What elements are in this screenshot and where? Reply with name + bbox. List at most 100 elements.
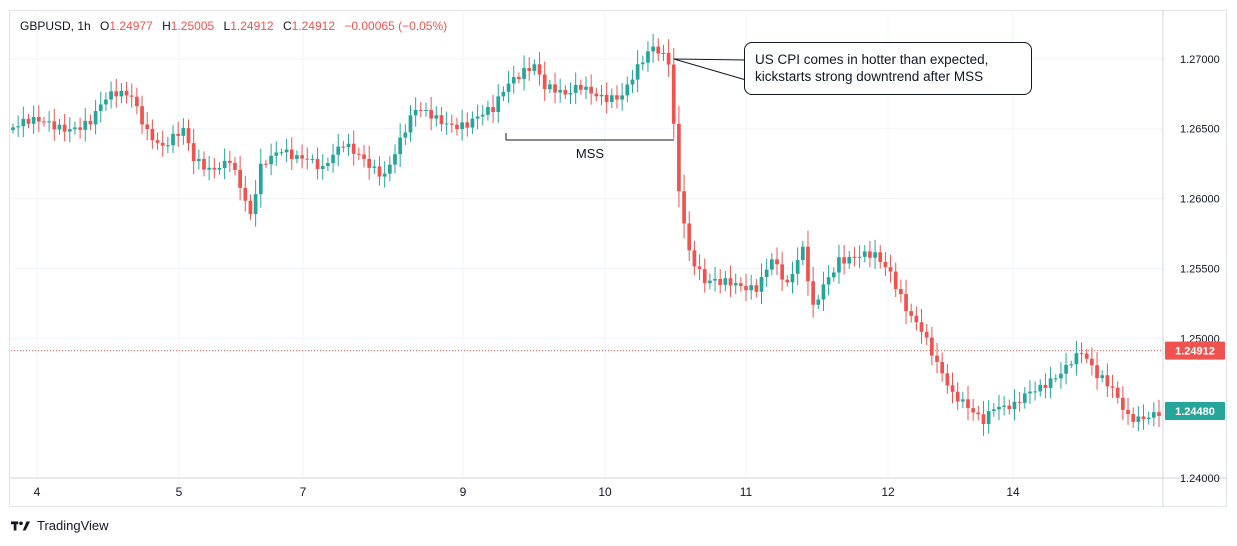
- candle: [408, 105, 413, 142]
- candle-body: [1079, 353, 1084, 355]
- candle: [31, 105, 36, 135]
- candle: [935, 342, 939, 374]
- candle: [986, 400, 991, 434]
- candle: [759, 263, 764, 305]
- candle-body: [145, 124, 150, 129]
- candle: [336, 133, 341, 167]
- candle: [630, 69, 635, 94]
- date-tick-label: 12: [881, 485, 895, 499]
- candle: [1028, 379, 1032, 404]
- candle-body: [320, 165, 325, 170]
- candle-body: [795, 260, 800, 274]
- candle-body: [950, 385, 955, 392]
- tradingview-logo-icon: [11, 520, 31, 531]
- candle-body: [253, 194, 258, 215]
- candle-body: [971, 408, 976, 413]
- candle: [517, 72, 521, 84]
- date-tick-label: 10: [598, 485, 612, 499]
- candle-body: [305, 158, 310, 160]
- price-tick-label: 1.26000: [1180, 194, 1220, 206]
- candle-body: [315, 159, 320, 170]
- candle: [1033, 381, 1037, 401]
- candle: [186, 119, 191, 151]
- candle: [697, 254, 702, 281]
- candle: [506, 71, 511, 104]
- candle: [511, 65, 516, 94]
- candle-body: [589, 86, 594, 94]
- cpi-annotation-box[interactable]: US CPI comes in hotter than expected, ki…: [744, 42, 1032, 95]
- symbol-name[interactable]: GBPUSD, 1h: [20, 19, 91, 33]
- candle-body: [527, 68, 532, 71]
- candle-body: [150, 128, 155, 141]
- candle-body: [1136, 416, 1141, 422]
- candle: [842, 244, 846, 275]
- candle: [449, 114, 454, 133]
- candle-body: [1022, 393, 1027, 403]
- candle: [677, 106, 681, 208]
- candle-body: [1146, 417, 1151, 420]
- date-tick-label: 9: [460, 485, 467, 499]
- candle: [491, 94, 495, 123]
- candle-body: [940, 361, 945, 374]
- candle-body: [196, 158, 201, 162]
- candle: [315, 147, 320, 180]
- candle: [150, 119, 155, 149]
- close-label: C: [282, 19, 292, 33]
- candlestick-chart[interactable]: MSS 1.270001.265001.260001.255001.250001…: [0, 0, 1237, 510]
- candle: [26, 114, 31, 129]
- candle: [233, 156, 237, 176]
- candle: [129, 83, 134, 108]
- candle: [1017, 392, 1022, 412]
- candle-body: [449, 123, 454, 125]
- candle-body: [517, 77, 521, 80]
- candle-body: [744, 286, 748, 291]
- candle-body: [248, 200, 253, 215]
- candle: [475, 104, 480, 130]
- candle: [83, 107, 88, 142]
- candle-body: [372, 166, 377, 168]
- candle: [362, 144, 366, 168]
- candle-body: [899, 288, 903, 295]
- candle: [119, 83, 124, 104]
- close-value: 1.24912: [291, 19, 336, 33]
- candle: [181, 118, 186, 145]
- candle-body: [1131, 414, 1136, 422]
- candle-body: [52, 121, 57, 130]
- candle: [723, 270, 728, 292]
- candle-body: [491, 107, 495, 113]
- candle-body: [878, 252, 883, 262]
- candle: [790, 261, 795, 294]
- candle: [393, 144, 397, 174]
- candle: [496, 84, 501, 124]
- price-axis-ticks: 1.270001.265001.260001.255001.250001.240…: [1180, 54, 1220, 485]
- candle-body: [227, 160, 232, 163]
- tradingview-branding[interactable]: TradingView: [11, 518, 109, 533]
- candle-body: [202, 158, 206, 170]
- current-price-label: 1.24480: [1165, 401, 1225, 420]
- candle: [1069, 360, 1074, 369]
- candle: [713, 266, 717, 292]
- candle-body: [728, 278, 733, 286]
- candle: [666, 39, 671, 77]
- candle: [708, 273, 712, 290]
- annotation-line-2: kickstarts strong downtrend after MSS: [755, 69, 984, 84]
- price-tick-label: 1.26500: [1180, 124, 1220, 136]
- candle: [795, 247, 800, 286]
- candle: [166, 136, 170, 154]
- candle: [919, 308, 924, 344]
- candle-body: [764, 269, 769, 278]
- candle-body: [1033, 391, 1037, 393]
- price-labels: 1.24912 1.24480: [1165, 341, 1225, 420]
- candle: [418, 101, 423, 118]
- candle-body: [181, 128, 186, 136]
- candle-body: [16, 126, 21, 128]
- candle: [465, 112, 470, 137]
- candle: [749, 274, 754, 300]
- candle-body: [713, 278, 717, 281]
- candle: [1064, 352, 1068, 385]
- candle-body: [238, 169, 242, 188]
- candle: [274, 141, 279, 166]
- candle: [651, 33, 655, 63]
- candle-body: [486, 107, 490, 115]
- candle-body: [98, 104, 103, 112]
